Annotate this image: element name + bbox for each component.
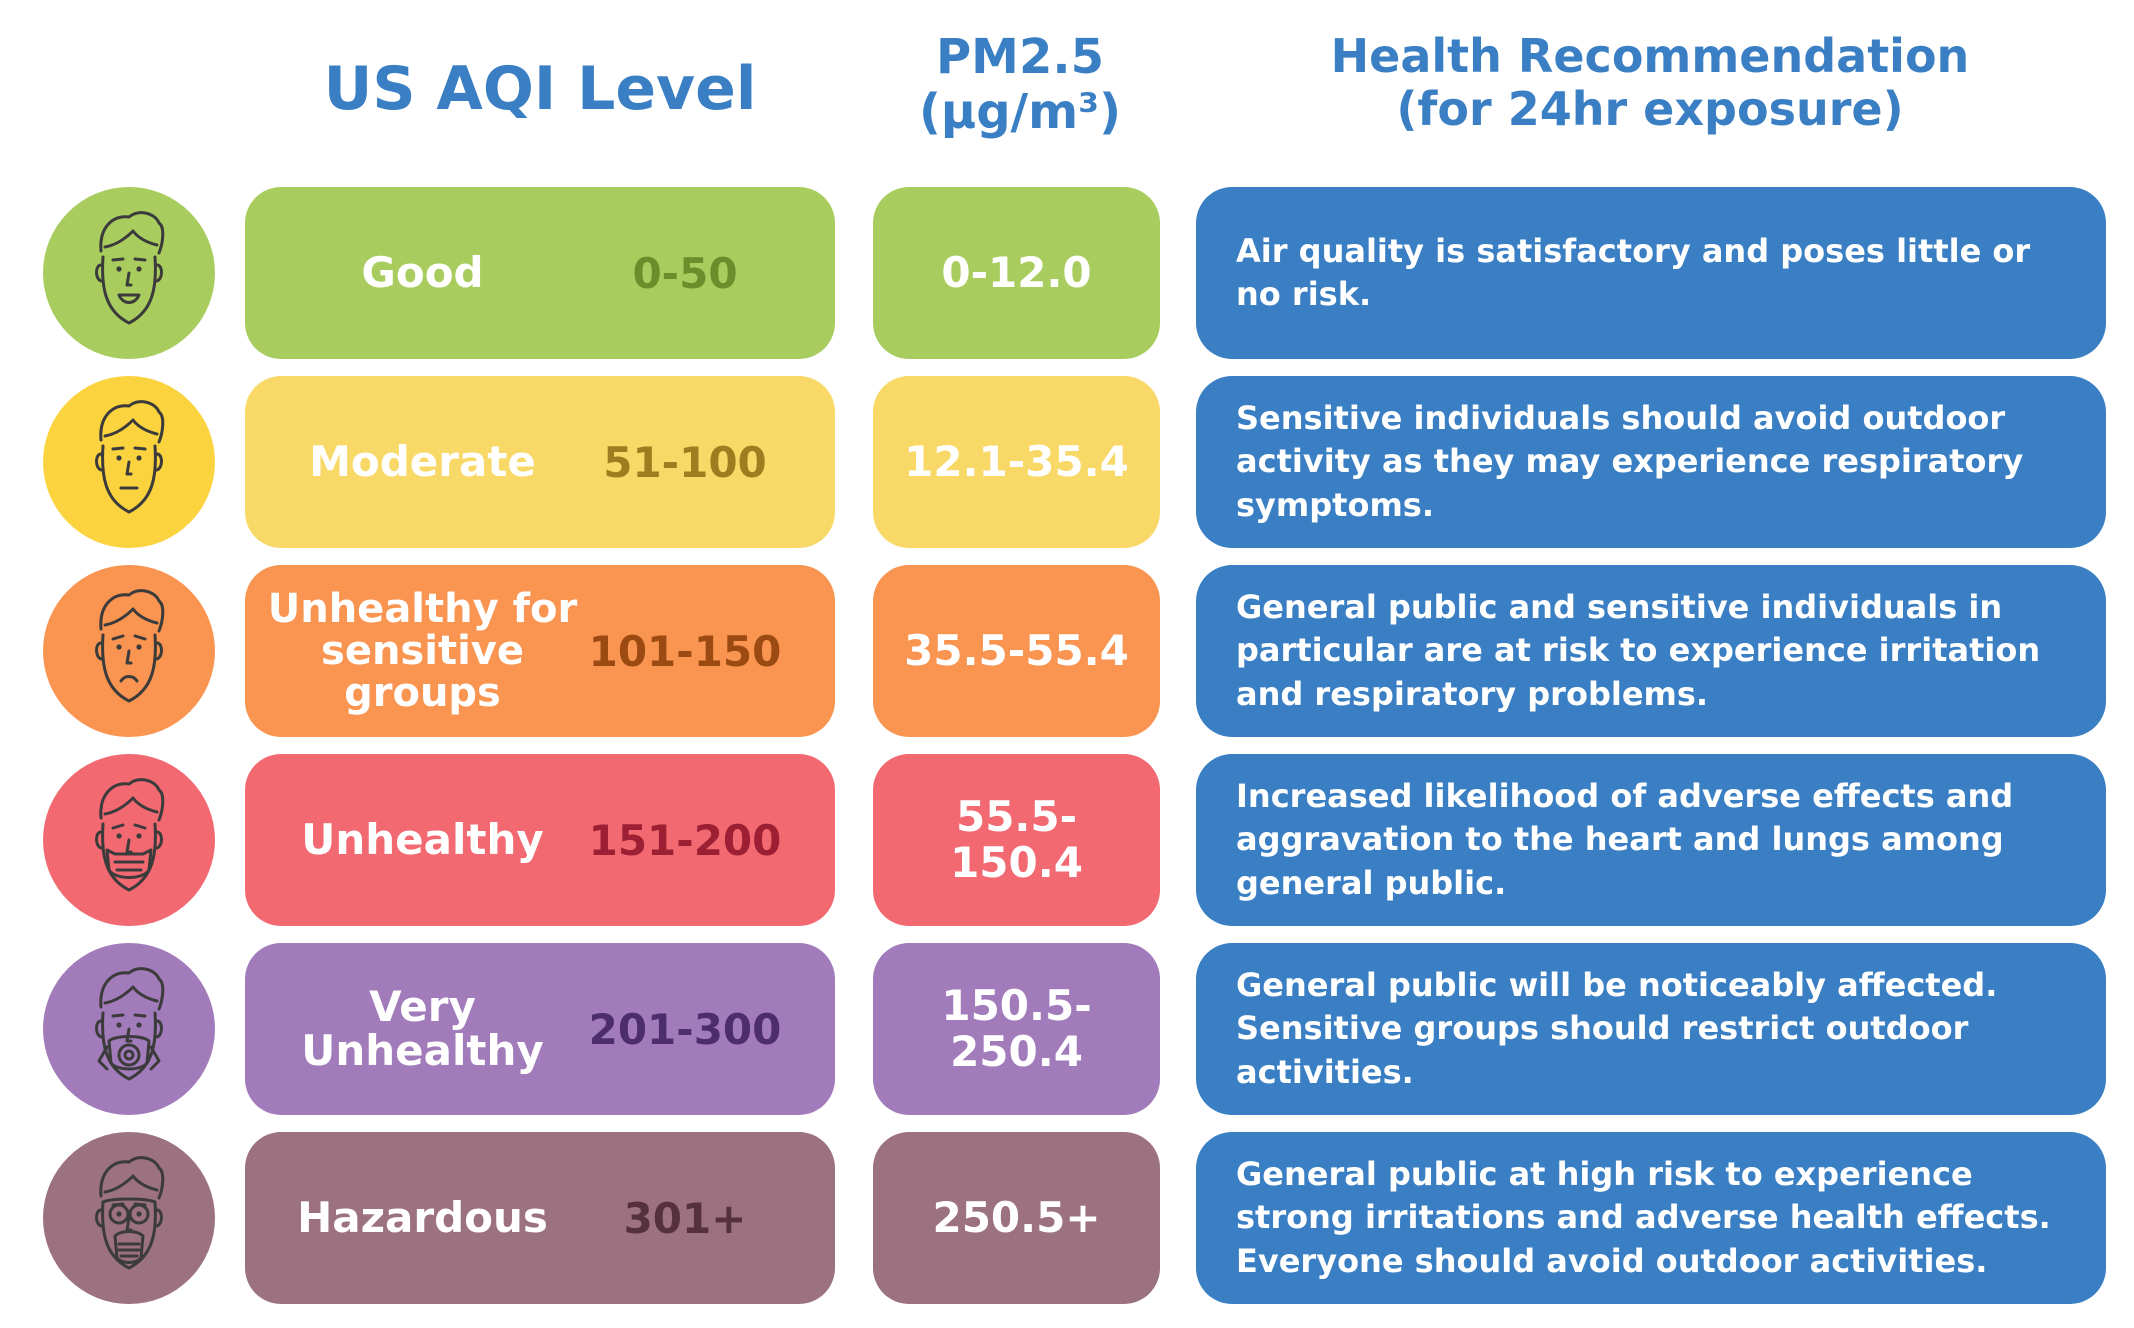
- sad-face-icon: [95, 589, 165, 703]
- neutral-face-icon: [95, 400, 165, 514]
- pm25-title: PM2.5: [936, 29, 1104, 85]
- aqi-level-header: US AQI Level: [323, 54, 757, 124]
- aqi-level-box: Very Unhealthy 201-300: [245, 943, 835, 1115]
- aqi-range-value: 0-50: [632, 248, 738, 298]
- face-badge: [43, 565, 215, 737]
- face-badge: [43, 187, 215, 359]
- face-badge: [43, 376, 215, 548]
- health-recommendation-title: Health Recommendation: [1330, 29, 1970, 83]
- pm25-range-box: 35.5-55.4: [873, 565, 1160, 737]
- pm25-range-box: 0-12.0: [873, 187, 1160, 359]
- face-badge: [43, 943, 215, 1115]
- smiling-face-icon: [95, 211, 165, 325]
- face-mask-icon: [95, 778, 165, 892]
- aqi-table-row: Hazardous 301+ 250.5+ General public at …: [0, 1132, 2134, 1304]
- aqi-table-row: Moderate 51-100 12.1-35.4 Sensitive indi…: [0, 376, 2134, 548]
- aqi-table-row: Very Unhealthy 201-300 150.5-250.4 Gener…: [0, 943, 2134, 1115]
- pm25-unit: (µg/m³): [918, 84, 1122, 141]
- gas-mask-face-icon: [95, 1156, 165, 1270]
- aqi-level-label: Good: [361, 247, 484, 297]
- pm25-header: PM2.5 (µg/m³): [870, 29, 1170, 141]
- health-recommendation-box: General public at high risk to experienc…: [1196, 1132, 2106, 1304]
- aqi-range-value: 101-150: [588, 626, 782, 676]
- aqi-table-row: Unhealthy for sensitive groups 101-150 3…: [0, 565, 2134, 737]
- aqi-level-label: Unhealthy: [301, 814, 544, 864]
- aqi-range-value: 151-200: [588, 815, 782, 865]
- aqi-table-row: Good 0-50 0-12.0 Air quality is satisfac…: [0, 187, 2134, 359]
- pm25-range-box: 250.5+: [873, 1132, 1160, 1304]
- aqi-range-value: 301+: [623, 1193, 747, 1243]
- aqi-level-box: Good 0-50: [245, 187, 835, 359]
- aqi-level-box: Hazardous 301+: [245, 1132, 835, 1304]
- face-badge: [43, 754, 215, 926]
- health-recommendation-box: Air quality is satisfactory and poses li…: [1196, 187, 2106, 359]
- health-recommendation-box: General public will be noticeably affect…: [1196, 943, 2106, 1115]
- face-badge: [43, 1132, 215, 1304]
- aqi-range-value: 201-300: [588, 1004, 782, 1054]
- health-recommendation-box: Sensitive individuals should avoid outdo…: [1196, 376, 2106, 548]
- pm25-range-box: 12.1-35.4: [873, 376, 1160, 548]
- pm25-range-box: 150.5-250.4: [873, 943, 1160, 1115]
- aqi-table-row: Unhealthy 151-200 55.5-150.4 Increased l…: [0, 754, 2134, 926]
- health-recommendation-header: Health Recommendation (for 24hr exposure…: [1195, 30, 2105, 136]
- aqi-level-label: Very Unhealthy: [301, 981, 544, 1075]
- aqi-level-label: Unhealthy for sensitive groups: [267, 586, 578, 716]
- aqi-level-label: Moderate: [309, 436, 536, 486]
- aqi-level-box: Unhealthy for sensitive groups 101-150: [245, 565, 835, 737]
- aqi-level-box: Unhealthy 151-200: [245, 754, 835, 926]
- aqi-level-box: Moderate 51-100: [245, 376, 835, 548]
- pm25-range-box: 55.5-150.4: [873, 754, 1160, 926]
- respirator-face-icon: [95, 967, 165, 1081]
- aqi-range-value: 51-100: [603, 437, 767, 487]
- aqi-level-label: Hazardous: [297, 1192, 548, 1242]
- health-recommendation-box: Increased likelihood of adverse effects …: [1196, 754, 2106, 926]
- health-recommendation-subtitle: (for 24hr exposure): [1396, 81, 1904, 136]
- health-recommendation-box: General public and sensitive individuals…: [1196, 565, 2106, 737]
